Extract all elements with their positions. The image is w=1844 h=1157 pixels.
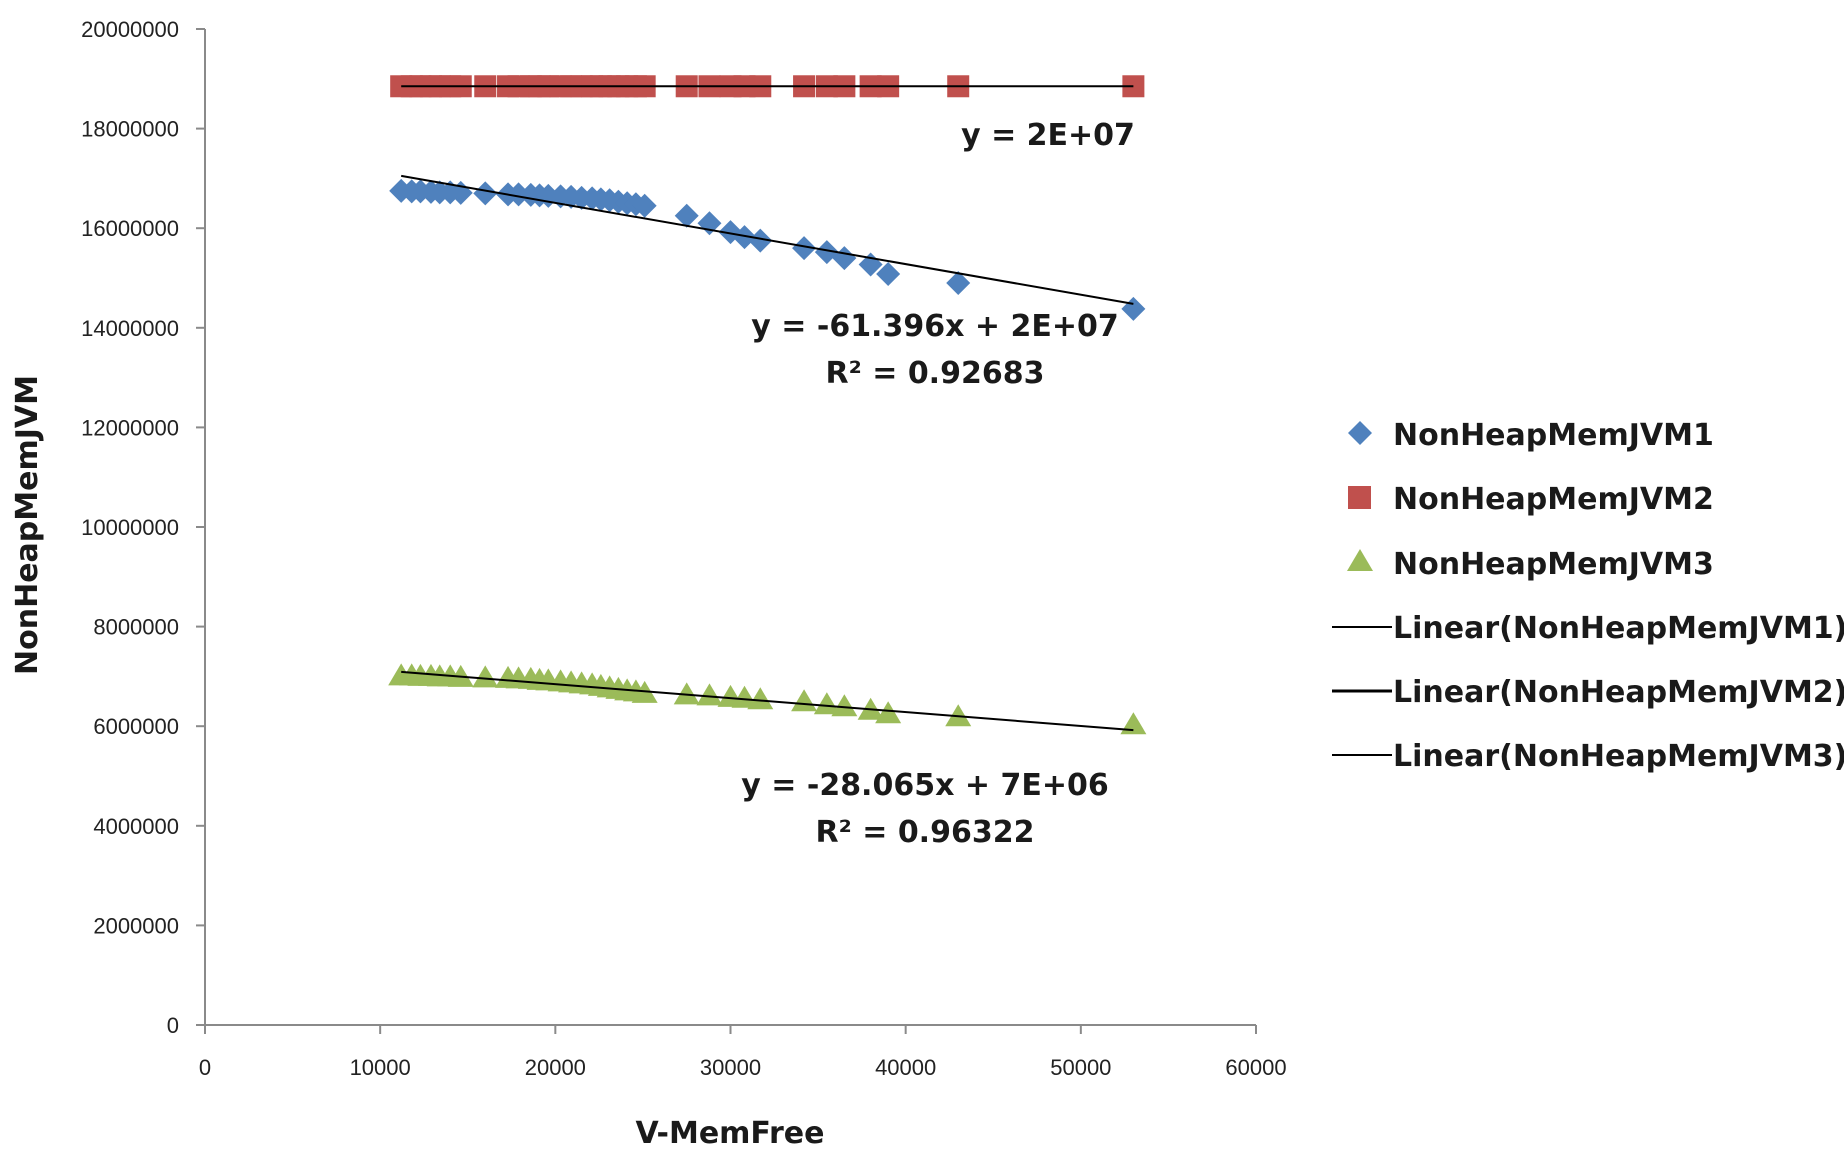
x-tick-label: 0 xyxy=(199,1055,211,1080)
y-axis-title: NonHeapMemJVM xyxy=(10,375,45,675)
y-tick-label: 20000000 xyxy=(81,17,179,42)
trendline-1-r2: R² = 0.92683 xyxy=(826,356,1045,391)
x-tick-label: 20000 xyxy=(525,1055,586,1080)
y-tick-label: 6000000 xyxy=(93,714,179,739)
data-point-series-1 xyxy=(792,236,817,261)
data-point-series-1 xyxy=(1121,296,1146,321)
legend-label-series-3: NonHeapMemJVM3 xyxy=(1393,547,1714,582)
trendline-3-r2: R² = 0.96322 xyxy=(816,815,1035,850)
data-point-series-1 xyxy=(473,181,498,206)
x-tick-label: 40000 xyxy=(875,1055,936,1080)
x-axis-title: V-MemFree xyxy=(635,1116,824,1151)
y-tick-label: 2000000 xyxy=(93,913,179,938)
data-point-series-1 xyxy=(674,203,699,228)
y-tick-label: 14000000 xyxy=(81,316,179,341)
data-point-series-1 xyxy=(946,270,971,295)
legend-label-trend-3: Linear(NonHeapMemJVM3) xyxy=(1393,739,1844,774)
y-tick-label: 10000000 xyxy=(81,515,179,540)
data-point-series-1 xyxy=(632,193,657,218)
trendline-1 xyxy=(401,174,1134,305)
data-point-series-3 xyxy=(472,665,499,688)
legend: NonHeapMemJVM1 NonHeapMemJVM2 NonHeapMem… xyxy=(1332,418,1844,774)
trendline-3-equation: y = -28.065x + 7E+06 xyxy=(741,768,1108,803)
y-tick-label: 0 xyxy=(167,1013,179,1038)
data-point-series-1 xyxy=(858,252,883,277)
trendline-1-equation: y = -61.396x + 2E+07 xyxy=(751,309,1118,344)
data-point-series-1 xyxy=(732,225,757,250)
y-tick-label: 12000000 xyxy=(81,415,179,440)
x-tick-label: 10000 xyxy=(350,1055,411,1080)
trendline-2-equation: y = 2E+07 xyxy=(961,118,1135,153)
y-tick-label: 16000000 xyxy=(81,216,179,241)
data-point-series-3 xyxy=(731,685,758,708)
trendline-3 xyxy=(401,670,1134,732)
plot-area: 0 2000000 4000000 6000000 8000000 10000000 120… xyxy=(81,17,1286,1080)
data-point-series-3 xyxy=(747,687,774,710)
x-tick-label: 50000 xyxy=(1050,1055,1111,1080)
legend-label-series-1: NonHeapMemJVM1 xyxy=(1393,418,1714,453)
legend-label-series-2: NonHeapMemJVM2 xyxy=(1393,482,1714,517)
legend-label-trend-2: Linear(NonHeapMemJVM2) xyxy=(1393,675,1844,710)
y-tick-label: 4000000 xyxy=(93,814,179,839)
data-point-series-3 xyxy=(945,704,972,727)
legend-marker-triangle-icon xyxy=(1347,549,1373,571)
legend-marker-square-icon xyxy=(1348,486,1371,509)
data-point-series-3 xyxy=(1120,712,1147,735)
data-point-series-3 xyxy=(696,683,723,706)
data-point-series-3 xyxy=(673,682,700,705)
data-point-series-3 xyxy=(875,701,902,724)
legend-marker-diamond-icon xyxy=(1348,421,1372,445)
x-tick-label: 30000 xyxy=(700,1055,761,1080)
data-point-series-3 xyxy=(831,694,858,717)
data-point-series-3 xyxy=(791,689,818,712)
x-tick-label: 60000 xyxy=(1225,1055,1286,1080)
legend-label-trend-1: Linear(NonHeapMemJVM1) xyxy=(1393,611,1844,646)
y-tick-label: 8000000 xyxy=(93,615,179,640)
data-point-series-1 xyxy=(876,262,901,287)
data-point-series-1 xyxy=(748,228,773,253)
y-tick-label: 18000000 xyxy=(81,117,179,142)
data-point-series-3 xyxy=(813,692,840,715)
